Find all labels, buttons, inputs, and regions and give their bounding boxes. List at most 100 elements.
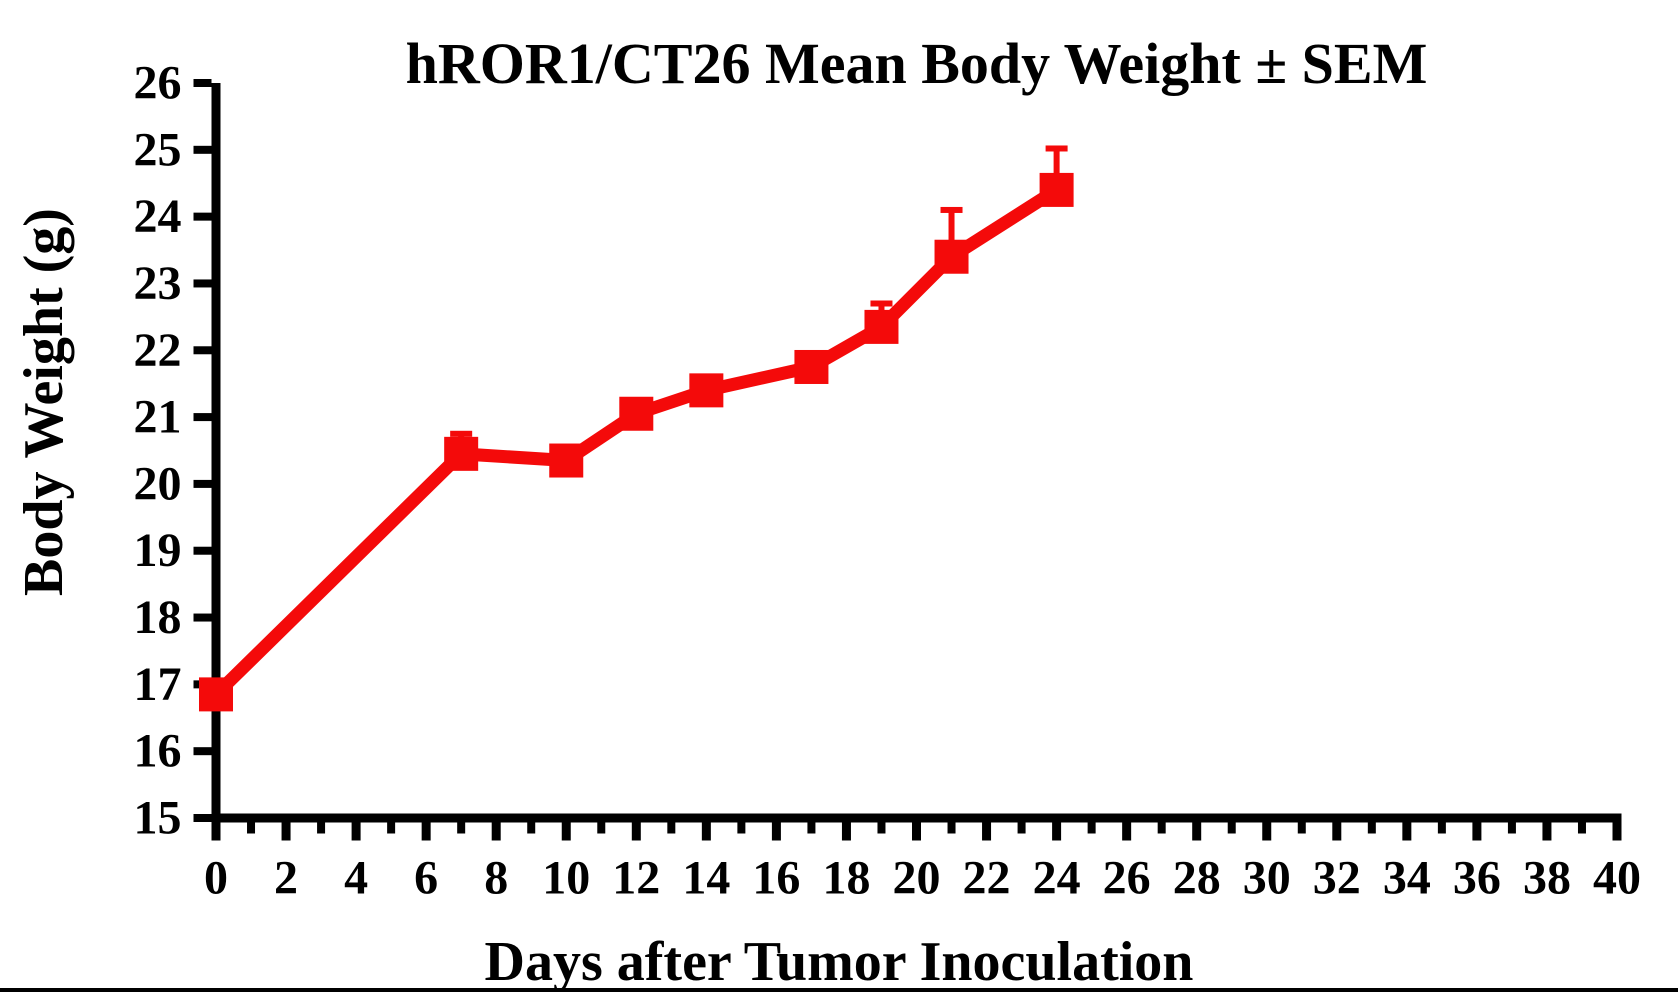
x-tick-label: 22 (963, 852, 1011, 905)
y-tick (193, 346, 212, 355)
x-major-tick (1542, 822, 1552, 841)
y-tick-label: 16 (134, 725, 182, 778)
y-tick (193, 145, 212, 154)
x-major-tick (211, 822, 221, 841)
y-tick (193, 479, 212, 488)
data-point-marker (619, 396, 654, 431)
x-major-tick (1122, 822, 1132, 841)
y-tick (193, 747, 212, 756)
x-major-tick (1612, 822, 1622, 841)
y-tick (193, 212, 212, 221)
x-minor-tick (1087, 822, 1096, 834)
x-minor-tick (317, 822, 326, 834)
y-tick-label: 19 (134, 524, 182, 577)
x-tick-label: 0 (204, 852, 228, 905)
x-tick-label: 40 (1593, 852, 1641, 905)
x-tick-label: 4 (344, 852, 368, 905)
x-major-tick (631, 822, 641, 841)
error-bar-cap (870, 300, 893, 307)
x-major-tick (1052, 822, 1062, 841)
x-minor-tick (947, 822, 956, 834)
x-major-tick (1192, 822, 1202, 841)
x-axis-line (211, 813, 1622, 823)
x-minor-tick (737, 822, 746, 834)
data-point-marker (794, 349, 829, 384)
x-tick-label: 24 (1033, 852, 1081, 905)
x-minor-tick (527, 822, 536, 834)
data-point-marker (934, 239, 969, 274)
x-tick-label: 10 (542, 852, 590, 905)
x-tick-label: 20 (893, 852, 941, 905)
x-minor-tick (1507, 822, 1516, 834)
x-minor-tick (1367, 822, 1376, 834)
x-major-tick (912, 822, 921, 841)
x-major-tick (1472, 822, 1482, 841)
y-tick-label: 15 (134, 792, 182, 845)
x-tick-label: 34 (1383, 852, 1431, 905)
error-bar-cap (940, 206, 963, 213)
x-minor-tick (1437, 822, 1446, 834)
y-tick-label: 21 (134, 391, 182, 444)
x-minor-tick (247, 822, 256, 834)
x-minor-tick (667, 822, 676, 834)
data-line (211, 184, 1061, 700)
x-tick-label: 26 (1103, 852, 1151, 905)
y-tick-label: 25 (134, 123, 182, 176)
x-major-tick (771, 822, 781, 841)
x-major-tick (281, 822, 291, 841)
x-minor-tick (1017, 822, 1026, 834)
x-major-tick (841, 822, 851, 841)
data-point-marker (689, 373, 724, 408)
y-tick (193, 613, 212, 622)
x-tick-label: 6 (414, 852, 438, 905)
y-tick-label: 26 (134, 57, 182, 110)
data-point-marker (864, 309, 899, 344)
x-minor-tick (387, 822, 396, 834)
y-tick (193, 546, 212, 555)
y-tick (193, 279, 212, 288)
x-tick-label: 16 (752, 852, 800, 905)
y-tick-label: 18 (134, 591, 182, 644)
error-bar-stem (1053, 148, 1060, 190)
x-tick-label: 38 (1523, 852, 1571, 905)
x-tick-label: 14 (682, 852, 730, 905)
x-minor-tick (597, 822, 606, 834)
y-tick-label: 24 (134, 190, 182, 243)
error-bar-stem (948, 209, 955, 257)
x-major-tick (1262, 822, 1272, 841)
error-bar-cap (450, 430, 473, 437)
x-minor-tick (1577, 822, 1586, 834)
x-tick-label: 12 (612, 852, 660, 905)
data-point-marker (199, 677, 233, 712)
x-minor-tick (877, 822, 886, 834)
x-major-tick (701, 822, 711, 841)
x-tick-label: 30 (1243, 852, 1291, 905)
y-tick (193, 413, 212, 422)
data-point-marker (444, 436, 479, 471)
y-axis-line (211, 83, 221, 823)
x-minor-tick (1297, 822, 1306, 834)
data-point-marker (1039, 172, 1074, 207)
x-major-tick (351, 822, 361, 841)
x-major-tick (1332, 822, 1342, 841)
x-minor-tick (1227, 822, 1236, 834)
x-axis-title: Days after Tumor Inoculation (484, 931, 1194, 993)
x-major-tick (982, 822, 992, 841)
bottom-rule (0, 988, 1678, 992)
y-tick-label: 17 (134, 658, 182, 711)
x-major-tick (491, 822, 501, 841)
y-tick (193, 814, 212, 822)
x-tick-label: 18 (822, 852, 870, 905)
chart-title: hROR1/CT26 Mean Body Weight ± SEM (405, 31, 1428, 96)
error-bar-cap (1045, 145, 1068, 152)
y-tick-label: 22 (134, 324, 182, 377)
x-major-tick (561, 822, 571, 841)
y-tick-label: 20 (134, 457, 182, 510)
y-tick-label: 23 (134, 257, 182, 310)
x-tick-label: 32 (1313, 852, 1361, 905)
x-minor-tick (1157, 822, 1166, 834)
y-tick (193, 79, 212, 87)
x-major-tick (1402, 822, 1412, 841)
